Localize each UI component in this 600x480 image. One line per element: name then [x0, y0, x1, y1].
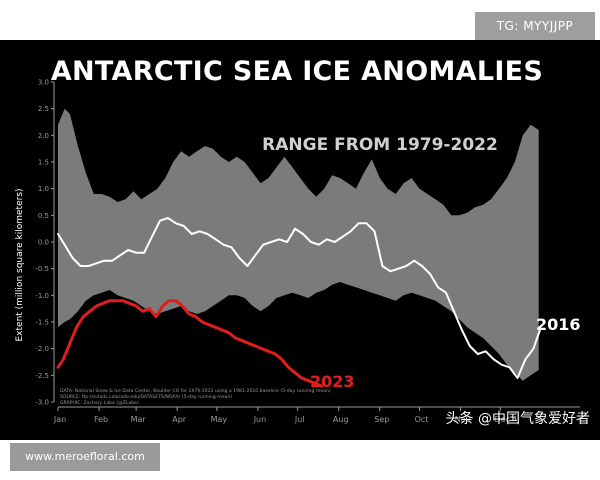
series-label-2016: 2016	[536, 315, 581, 334]
x-tick-label: Dec	[495, 415, 510, 424]
ylabel: Extent (million square kilometers)	[15, 188, 25, 341]
y-tick-label: 1.5	[38, 159, 49, 167]
x-tick-label: Jan	[53, 415, 66, 424]
x-tick-label: Sep	[374, 415, 389, 424]
watermark: 头条 @中国气象爱好者	[446, 410, 590, 427]
series-line-2016	[57, 217, 541, 379]
y-tick-label: -2.0	[35, 345, 49, 353]
chart-title: ANTARCTIC SEA ICE ANOMALIES	[51, 56, 543, 87]
source-line-graphic: GRAPHIC: Zachary Labe (@ZLabe)	[60, 400, 139, 406]
x-tick-label: Jul	[294, 415, 305, 424]
y-tick-label: 2.5	[38, 105, 49, 113]
y-tick-label: -0.5	[35, 265, 49, 273]
plot-area	[56, 108, 541, 388]
y-tick-label: -2.5	[35, 372, 49, 380]
y-tick-label: 2.0	[38, 132, 49, 140]
x-tick-label: May	[211, 415, 228, 424]
x-tick-label: Feb	[94, 415, 108, 424]
y-tick-label: -1.0	[35, 292, 49, 300]
x-tick-label: Nov	[455, 415, 471, 424]
url-badge: www.meroefloral.com	[10, 443, 160, 471]
x-tick-label: Mar	[131, 415, 147, 424]
y-tick-label: -3.0	[35, 399, 49, 407]
tg-badge: TG: MYYJJPP	[475, 12, 595, 40]
y-tick-label: 0.0	[38, 239, 49, 247]
sea-ice-chart: ANTARCTIC SEA ICE ANOMALIES 3.0 2.5 2.0 1.5…	[15, 56, 590, 427]
range-label: RANGE FROM 1979-2022	[262, 135, 498, 155]
series-line-2023	[56, 299, 323, 388]
series-label-2023: 2023	[310, 372, 355, 391]
axes: 3.0 2.5 2.0 1.5 1.0 0.5 0.0 -0.5 -1.0 -1.5 -2.0 -2.…	[35, 79, 580, 424]
x-tick-label: Apr	[172, 415, 187, 424]
y-tick-label: 3.0	[38, 79, 49, 87]
y-tick-label: 0.5	[38, 212, 49, 220]
source-line-data: DATA: National Snow & Ice Data Center, B…	[60, 388, 331, 394]
source-line-source: SOURCE: ftp://sidads.colorado.edu/DATASE…	[60, 394, 232, 400]
range-band	[58, 108, 539, 381]
x-tick-label: Aug	[333, 415, 349, 424]
x-tick-label: Oct	[415, 415, 429, 424]
x-tick-label: Jun	[253, 415, 267, 424]
y-tick-label: -1.5	[35, 319, 49, 327]
y-tick-label: 1.0	[38, 185, 49, 193]
